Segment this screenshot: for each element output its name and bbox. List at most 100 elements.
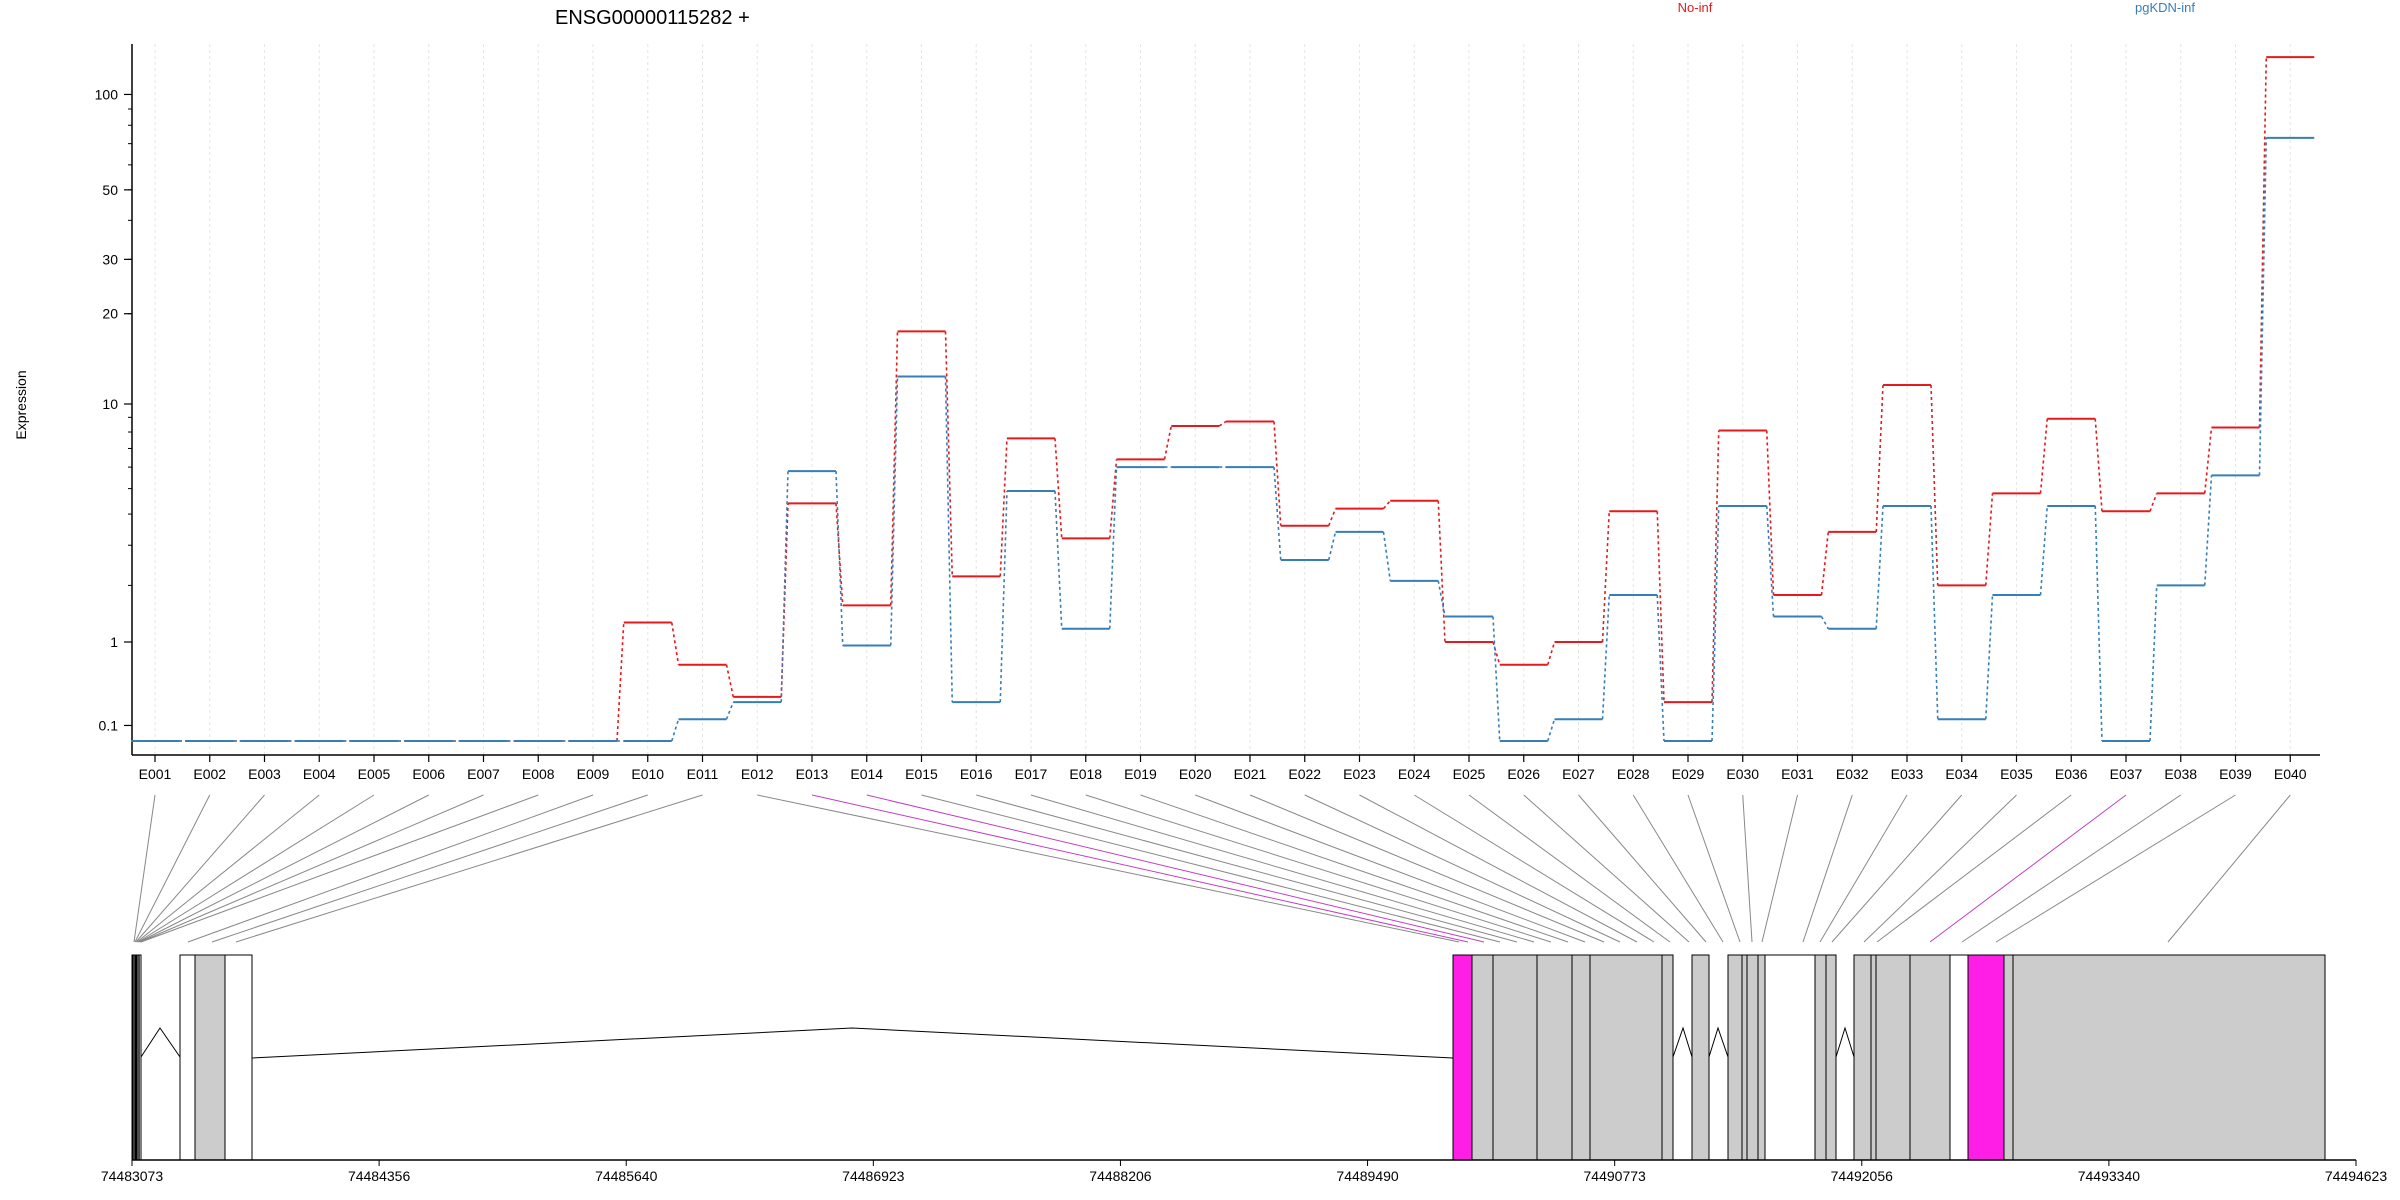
data-point-transition xyxy=(1875,505,1884,629)
exon-block xyxy=(1741,954,1748,1161)
x-tick-label: E020 xyxy=(1179,766,1212,782)
data-point-transition xyxy=(1054,438,1063,539)
x-tick-label: E013 xyxy=(796,766,829,782)
intron-line xyxy=(1708,1026,1729,1058)
exon-connector xyxy=(811,794,1469,943)
x-tick-label: E027 xyxy=(1562,766,1595,782)
data-point-transition xyxy=(1382,500,1391,510)
data-point-transition xyxy=(944,376,954,703)
exon-connector xyxy=(1468,794,1671,943)
data-point-transition xyxy=(2258,137,2268,476)
x-tick-label: E002 xyxy=(193,766,226,782)
exon-connector xyxy=(1030,794,1535,943)
exon-connector xyxy=(235,794,703,943)
exon-connector xyxy=(137,794,375,943)
exon-block xyxy=(1764,954,1816,1161)
x-tick-label: E036 xyxy=(2055,766,2088,782)
data-point-transition xyxy=(1820,531,1830,596)
series-lines xyxy=(131,56,2315,742)
exon-connector xyxy=(134,794,211,943)
exon-connector xyxy=(187,794,594,943)
data-point-transition xyxy=(725,701,734,720)
exon-connector xyxy=(136,794,320,943)
data-point-transition xyxy=(1601,511,1611,643)
data-point-transition xyxy=(1328,508,1337,527)
exon-connector xyxy=(139,794,484,943)
exon-block xyxy=(1949,954,1969,1161)
data-point-transition xyxy=(1382,531,1392,581)
exon-connector xyxy=(1304,794,1621,943)
exon-block xyxy=(1746,954,1759,1161)
x-tick-label: E001 xyxy=(139,766,172,782)
x-tick-label: E007 xyxy=(467,766,500,782)
exon-connector xyxy=(1578,794,1707,943)
series-0 xyxy=(131,56,2315,742)
data-point-transition xyxy=(1601,594,1611,720)
y-axis: 100 50 30 20 10 1 0.1 xyxy=(95,44,133,755)
data-point-transition xyxy=(1765,505,1775,617)
exon-block xyxy=(194,954,226,1161)
data-point-transition xyxy=(1437,500,1446,643)
gridlines xyxy=(154,44,2291,755)
x-tick-label: E039 xyxy=(2219,766,2252,782)
data-point-transition xyxy=(1546,719,1556,742)
exon-block xyxy=(224,954,253,1161)
x-tick-label: E024 xyxy=(1398,766,1431,782)
exon-connector xyxy=(1195,794,1586,943)
x-tick-label: E021 xyxy=(1234,766,1267,782)
coordinate-tick-label: 74486923 xyxy=(842,1168,905,1184)
exon-connector xyxy=(1632,794,1724,943)
x-tick-label: E008 xyxy=(522,766,555,782)
x-tick-label: E026 xyxy=(1507,766,1540,782)
data-point-transition xyxy=(1930,505,1939,720)
x-tick-label: E025 xyxy=(1453,766,1486,782)
data-point-transition xyxy=(2039,418,2049,494)
exon-connector xyxy=(1831,794,1963,943)
x-tick-label: E031 xyxy=(1781,766,1814,782)
x-tick-label: E012 xyxy=(741,766,774,782)
legend-pgkdn-inf: pgKDN-inf xyxy=(2135,0,2195,15)
coordinate-tick-label: 74489490 xyxy=(1336,1168,1399,1184)
coordinate-tick-label: 74488206 xyxy=(1089,1168,1152,1184)
data-point-transition xyxy=(1984,594,1994,720)
x-tick-label: E015 xyxy=(905,766,938,782)
exon-connector xyxy=(2167,794,2291,943)
data-point-transition xyxy=(670,622,680,665)
x-tick-label: E005 xyxy=(358,766,391,782)
data-point-transition xyxy=(1163,425,1173,460)
data-point-transition xyxy=(2149,493,2158,512)
data-point-transition xyxy=(670,719,680,742)
y-axis-label: Expression xyxy=(13,370,29,439)
data-point-transition xyxy=(2258,57,2268,428)
coordinate-tick-label: 74483073 xyxy=(101,1168,164,1184)
exon-connector xyxy=(1863,794,2017,943)
x-tick-label: E016 xyxy=(960,766,993,782)
exon-block xyxy=(1853,954,1872,1161)
x-tick-label: E004 xyxy=(303,766,336,782)
data-point-transition xyxy=(1492,616,1501,742)
exon-connector xyxy=(133,794,156,943)
exon-connector xyxy=(1819,794,1908,943)
intron-line xyxy=(1672,1026,1693,1058)
data-point-transition xyxy=(1108,459,1118,539)
x-tick-label: E034 xyxy=(1945,766,1978,782)
y-tick-label: 30 xyxy=(102,251,118,267)
data-point-transition xyxy=(2094,418,2103,512)
data-point-transition xyxy=(2203,475,2213,586)
x-tick-label: E011 xyxy=(687,766,719,782)
exon-block xyxy=(1589,954,1663,1161)
data-point-transition xyxy=(889,376,899,646)
exon-block xyxy=(1661,954,1674,1161)
data-point-transition xyxy=(2149,585,2158,742)
exon-connector xyxy=(135,794,265,943)
exon-connector xyxy=(138,794,429,943)
data-point-transition xyxy=(1656,594,1665,742)
data-point-transition xyxy=(1492,641,1501,665)
exon-connector xyxy=(1995,794,2236,943)
x-tick-label: E022 xyxy=(1288,766,1321,782)
data-point-transition xyxy=(1273,421,1282,526)
x-tick-label: E014 xyxy=(850,766,883,782)
data-point-transition xyxy=(944,331,954,577)
exon-block xyxy=(1727,954,1743,1161)
data-point-transition xyxy=(1327,531,1337,561)
